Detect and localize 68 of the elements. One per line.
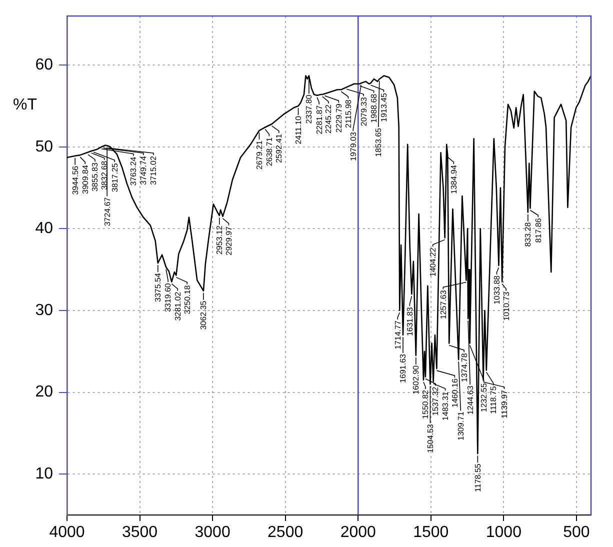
- annotation: 3944.56: [70, 165, 80, 195]
- annotation: 1404.22: [428, 247, 438, 277]
- annotation: 1033.88: [492, 274, 502, 304]
- annotation: 2679.21: [254, 140, 264, 170]
- annotation: 2411.10: [294, 115, 303, 144]
- annotation: 1602.90: [412, 364, 421, 394]
- annotation: 3319.60: [164, 282, 173, 312]
- x-tick-label: 3500: [122, 524, 158, 542]
- x-tick-label: 1500: [413, 524, 449, 542]
- annotation: 3724.67: [102, 196, 112, 226]
- x-tick-label: 2500: [268, 524, 304, 542]
- annotation: 3715.02: [149, 156, 158, 185]
- annotation: 3817.25: [110, 162, 120, 192]
- y-tick-label: 40: [35, 220, 54, 238]
- x-tick-label: 4000: [49, 524, 85, 542]
- y-tick-label: 50: [35, 138, 54, 156]
- annotation: 1374.78: [460, 352, 469, 382]
- annotation: 3832.68: [100, 160, 110, 190]
- annotation: 1139.97: [500, 389, 509, 418]
- annotation: 1460.16: [450, 378, 460, 408]
- annotation: 3909.84: [80, 164, 90, 194]
- annotation: 1118.75: [489, 386, 498, 414]
- annotation: 3763.24: [129, 156, 138, 186]
- annotation: 2337.80: [304, 94, 314, 124]
- annotation: 3855.83: [90, 162, 100, 192]
- annotation: 1483.31: [441, 391, 450, 421]
- annotation: 1853.65: [374, 127, 384, 157]
- annotation: 1631.83: [405, 306, 414, 336]
- x-tick-label: 1000: [486, 524, 522, 542]
- y-tick-label: 60: [35, 56, 54, 74]
- annotation: 1384.94: [449, 164, 458, 194]
- annotation: 3062.35: [199, 300, 208, 330]
- annotation: 1257.63: [438, 290, 448, 320]
- annotation: 2229.79: [334, 103, 344, 133]
- annotation: 2953.12: [215, 225, 224, 255]
- annotation: 2592.41: [274, 133, 284, 163]
- annotation: 1232.55: [480, 382, 489, 412]
- annotation: 2929.97: [224, 226, 234, 256]
- annotation: 1537.32: [431, 386, 440, 416]
- annotation: 817.86: [534, 218, 543, 243]
- annotation: 833.28: [524, 222, 533, 247]
- x-tick-label: 500: [563, 524, 590, 542]
- annotation: 3749.74: [139, 156, 148, 185]
- annotation: 3375.54: [154, 272, 163, 302]
- annotation: 2638.71: [264, 136, 274, 166]
- annotation: 1979.03: [348, 132, 358, 161]
- y-tick-label: 20: [35, 384, 54, 401]
- annotation: 3281.02: [173, 291, 182, 321]
- annotation: 1714.77: [393, 320, 402, 350]
- annotation: 2115.98: [344, 99, 353, 128]
- annotation: 2079.33: [359, 96, 368, 126]
- annotation: 1988.68: [369, 93, 378, 123]
- y-tick-label: 30: [35, 302, 54, 319]
- annotation: 2281.87: [314, 104, 324, 134]
- annotation: 1550.82: [421, 389, 430, 419]
- annotation: 1913.45: [379, 92, 388, 122]
- annotation: 1178.55: [473, 463, 482, 492]
- annotation: 1244.63: [466, 385, 475, 415]
- x-tick-label: 2000: [340, 524, 376, 542]
- annotation: 1504.53: [426, 424, 435, 454]
- annotation: 3250.18: [182, 284, 192, 314]
- annotation: 1691.63: [398, 353, 408, 383]
- annotation: 1010.73: [502, 291, 511, 321]
- y-axis-title: %T: [13, 96, 38, 114]
- y-tick-label: 10: [35, 466, 54, 483]
- annotation: 2245.22: [324, 104, 334, 134]
- annotation: 1309.71: [456, 411, 466, 440]
- x-tick-label: 3000: [194, 524, 230, 542]
